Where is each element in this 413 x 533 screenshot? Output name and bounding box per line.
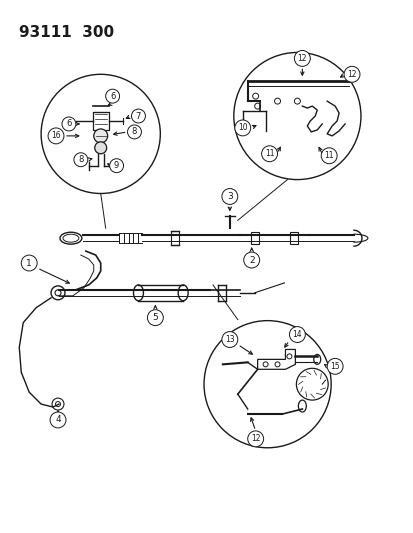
Circle shape — [294, 51, 310, 66]
Circle shape — [234, 120, 250, 136]
Circle shape — [147, 310, 163, 326]
Text: 13: 13 — [225, 335, 234, 344]
Circle shape — [221, 189, 237, 205]
Text: 15: 15 — [330, 362, 339, 371]
Text: 6: 6 — [110, 92, 115, 101]
Text: 12: 12 — [250, 434, 260, 443]
Circle shape — [109, 159, 123, 173]
Circle shape — [261, 146, 277, 161]
Text: 3: 3 — [226, 192, 232, 201]
Text: 7: 7 — [135, 111, 141, 120]
Circle shape — [21, 255, 37, 271]
Text: 8: 8 — [131, 127, 137, 136]
Text: 6: 6 — [66, 119, 71, 128]
Circle shape — [50, 412, 66, 428]
Circle shape — [62, 117, 76, 131]
Circle shape — [247, 431, 263, 447]
Text: 93111  300: 93111 300 — [19, 25, 114, 39]
Circle shape — [127, 125, 141, 139]
Text: 5: 5 — [152, 313, 158, 322]
Circle shape — [320, 148, 336, 164]
Circle shape — [48, 128, 64, 144]
Circle shape — [131, 109, 145, 123]
Text: 8: 8 — [78, 155, 83, 164]
Text: 11: 11 — [264, 149, 274, 158]
Circle shape — [95, 142, 107, 154]
Text: 12: 12 — [297, 54, 306, 63]
Text: 12: 12 — [347, 70, 356, 79]
Text: 16: 16 — [51, 131, 61, 140]
Text: 9: 9 — [114, 161, 119, 170]
Circle shape — [326, 358, 342, 374]
Circle shape — [93, 129, 107, 143]
Circle shape — [74, 153, 88, 167]
Text: 1: 1 — [26, 259, 32, 268]
Circle shape — [221, 332, 237, 348]
Circle shape — [343, 66, 359, 82]
Text: 4: 4 — [55, 415, 61, 424]
Text: 14: 14 — [292, 330, 301, 339]
Circle shape — [243, 252, 259, 268]
Text: 2: 2 — [248, 255, 254, 264]
Circle shape — [289, 327, 305, 343]
Text: 10: 10 — [237, 124, 247, 132]
Text: 11: 11 — [324, 151, 333, 160]
Circle shape — [105, 89, 119, 103]
